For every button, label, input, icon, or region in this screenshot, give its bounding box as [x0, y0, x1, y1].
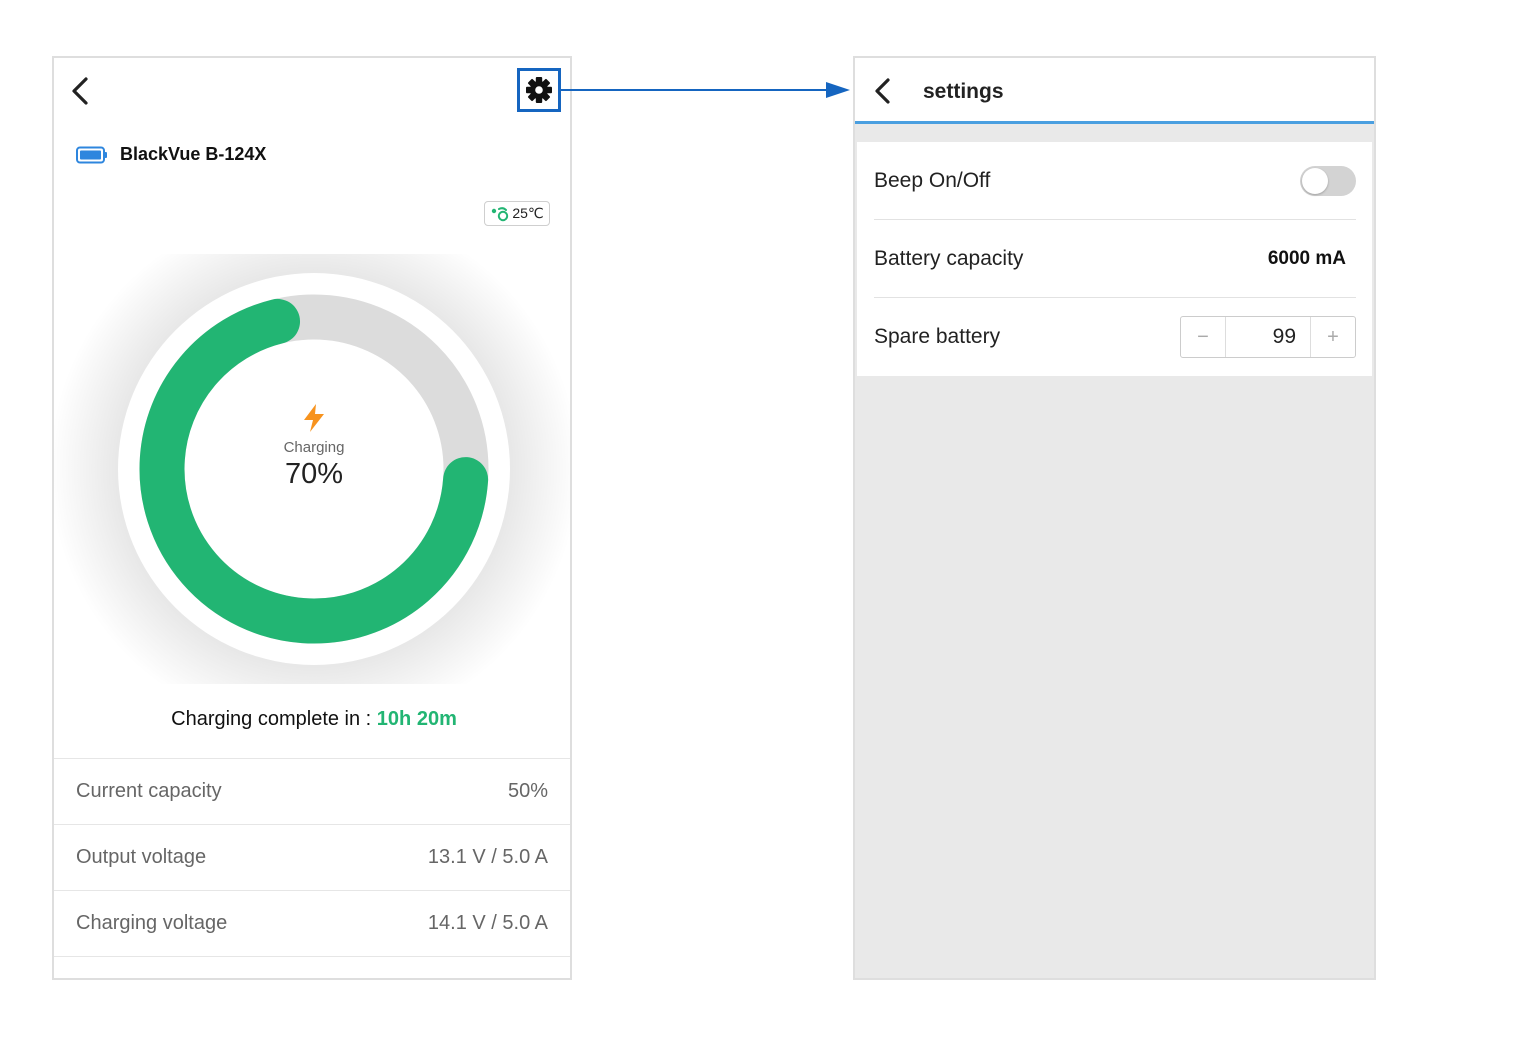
stepper-value-input[interactable]: 99 [1225, 317, 1311, 357]
divider [874, 297, 1356, 298]
gauge-progress-arc [139, 294, 489, 644]
info-label: Output voltage [76, 846, 207, 868]
lightning-bolt-icon [304, 404, 324, 432]
setting-row-battery-capacity[interactable]: Battery capacity 6000 mA [857, 220, 1372, 298]
battery-info-list: Current capacity 50% Output voltage 13.1… [54, 758, 570, 957]
back-icon[interactable] [68, 76, 94, 106]
back-icon[interactable] [871, 76, 895, 106]
setting-label: Battery capacity [874, 247, 1024, 270]
charging-label: Charging [283, 439, 345, 456]
battery-capacity-value: 6000 mA [1267, 248, 1346, 269]
info-value: 14.1 V / 5.0 A [427, 912, 548, 934]
stepper-decrement-button[interactable]: − [1197, 325, 1209, 348]
setting-label: Beep On/Off [874, 169, 991, 192]
navigation-arrow [560, 82, 850, 98]
info-row-charging-voltage: Charging voltage 14.1 V / 5.0 A [54, 891, 570, 957]
thermometer-leaf-icon [492, 206, 509, 221]
info-label: Charging voltage [76, 912, 228, 934]
settings-header: settings [855, 58, 1374, 124]
charge-gauge [54, 204, 570, 734]
device-name: BlackVue B-124X [120, 144, 267, 164]
battery-icon [76, 146, 107, 163]
toggle-knob [1302, 168, 1328, 194]
info-value: 50% [507, 780, 548, 802]
page-title: settings [923, 80, 1004, 103]
gear-icon [526, 77, 552, 103]
spare-battery-stepper: − 99 + [1180, 316, 1356, 358]
settings-button[interactable] [517, 68, 561, 112]
beep-toggle[interactable] [1300, 166, 1356, 196]
temperature-value: 25℃ [512, 205, 544, 221]
settings-list: Beep On/Off Battery capacity 6000 mA Spa… [857, 142, 1372, 376]
settings-screen: settings Beep On/Off Battery capacity 60… [853, 56, 1376, 980]
info-label: Current capacity [76, 780, 222, 802]
info-row-current-capacity: Current capacity 50% [54, 759, 570, 825]
battery-status-screen: BlackVue B-124X 25℃ Charging [52, 56, 572, 980]
gauge-center: Charging 70% [214, 403, 414, 491]
temperature-badge: 25℃ [484, 201, 550, 226]
setting-row-spare-battery: Spare battery − 99 + [857, 298, 1372, 376]
device-header: BlackVue B-124X [76, 144, 266, 165]
charging-complete-label: Charging complete in : [171, 708, 377, 730]
info-row-output-voltage: Output voltage 13.1 V / 5.0 A [54, 825, 570, 891]
setting-label: Spare battery [874, 325, 1001, 348]
charge-percent: 70% [284, 458, 344, 490]
setting-row-beep: Beep On/Off [857, 142, 1372, 220]
divider [874, 219, 1356, 220]
info-value: 13.1 V / 5.0 A [427, 846, 548, 868]
stepper-increment-button[interactable]: + [1327, 325, 1339, 348]
charging-complete-line: Charging complete in : 10h 20m [54, 708, 570, 731]
charging-complete-time: 10h 20m [376, 708, 457, 730]
